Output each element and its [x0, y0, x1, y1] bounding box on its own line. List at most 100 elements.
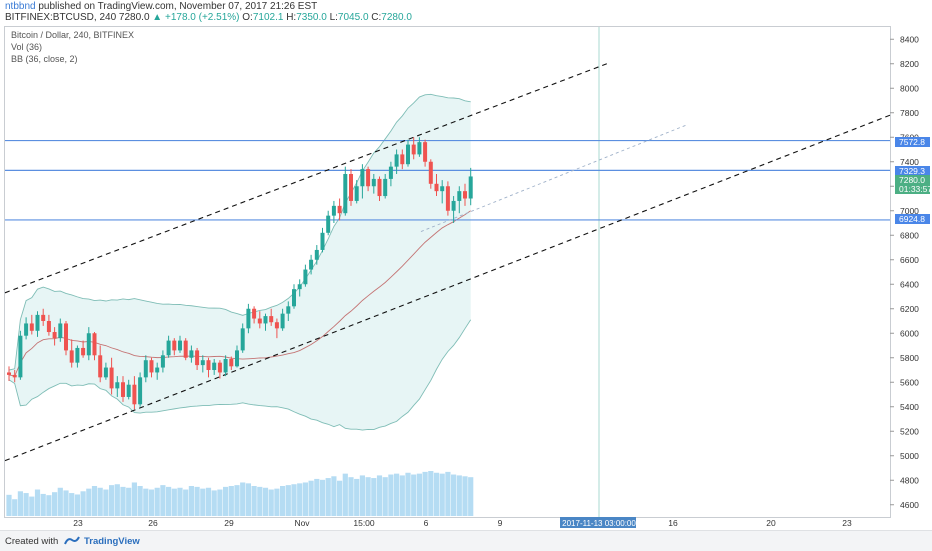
time-tick-label: 26	[148, 518, 158, 528]
bb-lower-line	[8, 319, 472, 431]
volume-bar	[40, 493, 46, 516]
price-tick-label: 5200	[900, 426, 919, 436]
volume-bar	[97, 487, 103, 516]
volume-bar	[354, 478, 360, 516]
candle-body	[331, 205, 336, 216]
close-label: C:	[371, 12, 382, 23]
volume-bar	[257, 486, 263, 516]
candle-body	[349, 174, 353, 201]
candle-body	[212, 362, 217, 370]
legend-bb[interactable]: BB (36, close, 2)	[11, 54, 78, 64]
volume-bar	[131, 482, 137, 516]
open-value: 7102.1	[252, 12, 284, 23]
candle-body	[440, 186, 445, 192]
time-tick-label: 9	[498, 518, 503, 528]
price-tag	[895, 214, 930, 224]
volume-bar	[63, 490, 69, 516]
volume-bar	[137, 486, 143, 516]
candle-body	[400, 154, 405, 165]
candle-body	[423, 142, 428, 162]
candle-body	[52, 332, 57, 339]
volume-bar	[200, 488, 206, 516]
volume-bar	[74, 494, 80, 516]
candle-body	[280, 313, 285, 329]
volume-bar	[308, 480, 314, 516]
volume-bar	[439, 473, 445, 516]
volume-bar	[143, 488, 149, 516]
legend-volume[interactable]: Vol (36)	[11, 42, 43, 52]
candle-body	[143, 360, 148, 378]
last-price: 7280.0	[118, 12, 150, 23]
candle-body	[377, 178, 382, 197]
tradingview-logo-icon	[64, 536, 80, 545]
volume-bar	[416, 473, 422, 516]
volume-bar	[394, 473, 400, 516]
price-tick-label: 5000	[900, 451, 919, 461]
price-change: +178.0 (+2.51%)	[164, 12, 240, 23]
candle-body	[149, 360, 154, 373]
candle-body	[235, 350, 239, 367]
candle-body	[217, 362, 222, 373]
candle-body	[7, 372, 11, 375]
price-chart[interactable]: 4600 4800 5000 5200 5400 5600 5800 6000 6200 6400…	[0, 0, 932, 530]
price-tick-label: 5400	[900, 402, 919, 412]
volume-bar	[433, 472, 440, 516]
candle-body	[343, 174, 348, 214]
candle-body	[92, 333, 97, 356]
high-label: H:	[286, 12, 297, 23]
candle-body	[178, 340, 182, 351]
volume-bar	[223, 486, 229, 516]
candle-body	[103, 367, 108, 378]
date-cursor-label: 2017-11-13 03:00:00	[562, 519, 636, 528]
volume-bar	[188, 486, 194, 516]
volume-bar	[365, 477, 371, 516]
volume-bar	[411, 474, 417, 516]
volume-bar	[57, 487, 63, 516]
volume-bar	[428, 471, 434, 516]
volume-bar	[177, 487, 183, 516]
candle-body	[229, 358, 234, 367]
volume-bar	[291, 484, 297, 516]
close-value: 7280.0	[381, 12, 412, 23]
candle-body	[81, 347, 86, 356]
volume-bar	[217, 489, 223, 516]
volume-bar	[371, 478, 377, 516]
volume-bar	[325, 478, 331, 516]
candle-body	[69, 350, 74, 363]
candle-body	[86, 333, 91, 356]
volume-bar	[468, 477, 474, 516]
volume-bar	[148, 489, 155, 516]
candle-body	[166, 340, 171, 356]
candle-body	[41, 314, 46, 321]
volume-bar	[245, 483, 251, 516]
time-tick-label: 29	[224, 518, 234, 528]
volume-bar	[285, 485, 291, 516]
candle-body	[172, 340, 177, 351]
price-tick-label: 8000	[900, 83, 919, 93]
candle-body	[24, 323, 29, 336]
price-tick-label: 8400	[900, 34, 919, 44]
price-tick-label: 4800	[900, 475, 919, 485]
volume-bar	[331, 476, 337, 516]
candle-body	[98, 355, 103, 378]
volume-bar	[319, 479, 326, 516]
candle-body	[183, 340, 188, 358]
tradingview-brand[interactable]: TradingView	[84, 536, 140, 547]
candle-body	[126, 384, 131, 397]
volume-bar	[228, 486, 234, 516]
time-tick-label: 6	[424, 518, 429, 528]
volume-bar	[422, 471, 428, 516]
candle-body	[320, 232, 325, 250]
candle-body	[434, 183, 439, 192]
candle-body	[274, 322, 279, 329]
candle-body	[360, 169, 365, 187]
candle-body	[406, 144, 410, 165]
price-tick-label: 7400	[900, 157, 919, 167]
trend-line	[4, 63, 607, 294]
candle-body	[252, 308, 257, 319]
author-link[interactable]: ntbbnd	[5, 1, 36, 12]
volume-bar	[194, 486, 200, 516]
volume-bar	[17, 491, 23, 516]
candle-body	[417, 142, 422, 155]
candle-body	[354, 186, 359, 201]
